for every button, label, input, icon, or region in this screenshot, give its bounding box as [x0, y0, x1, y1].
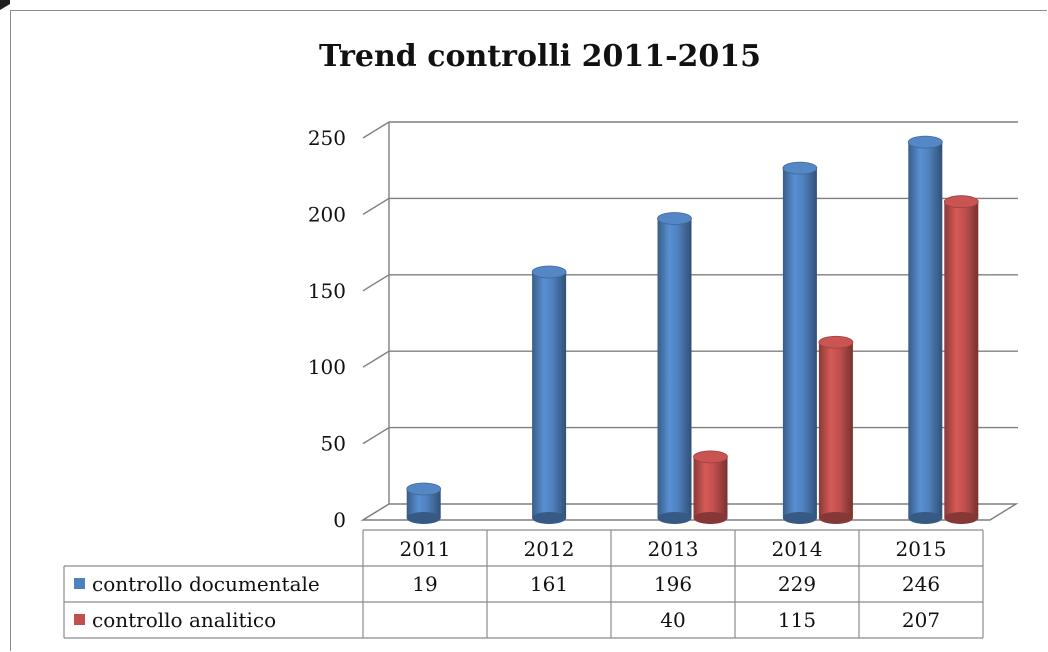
bar-base	[818, 512, 853, 524]
y-tick-label: 250	[308, 126, 346, 150]
data-label: 196	[654, 572, 692, 596]
gridline-depth-150	[362, 274, 390, 292]
data-label: 161	[530, 572, 568, 596]
bar	[406, 482, 442, 524]
data-label: 246	[902, 572, 940, 596]
chart-frame	[10, 10, 1047, 651]
bar-body	[818, 342, 853, 518]
gridline-depth-250	[362, 121, 390, 139]
data-label: 207	[902, 608, 940, 632]
bar-top	[782, 161, 818, 175]
x-tick-label: 2015	[896, 537, 947, 561]
bar-base	[782, 512, 817, 524]
bar	[693, 450, 728, 524]
data-label: 115	[778, 608, 816, 632]
gridline-depth-50	[362, 427, 390, 445]
bars	[406, 135, 979, 524]
y-tick-label: 50	[321, 432, 346, 456]
data-table: 2011 2012 2013 2014 2015 controllo documental…	[63, 529, 984, 639]
bar-top	[657, 212, 692, 225]
y-axis-ticks: 0 50 100 150 200 250	[308, 126, 346, 532]
bar	[531, 265, 567, 524]
bar-top	[907, 135, 943, 149]
gridline-depth-200	[362, 197, 390, 215]
legend-swatch	[74, 578, 85, 589]
bar-top	[406, 482, 442, 496]
x-tick-label: 2011	[400, 537, 451, 561]
x-tick-label: 2012	[524, 537, 575, 561]
legend-swatch	[74, 614, 85, 625]
bar	[657, 212, 692, 524]
bar-top	[693, 450, 728, 464]
data-label: 19	[412, 572, 437, 596]
bar-body	[944, 201, 979, 519]
bar-top	[943, 195, 979, 209]
bar	[907, 135, 943, 524]
bar-base	[532, 512, 567, 524]
y-tick-label: 0	[333, 508, 346, 532]
data-label: 40	[660, 608, 685, 632]
gridline-depth-100	[362, 350, 390, 368]
chart-title: Trend controlli 2011-2015	[319, 39, 761, 74]
bar-body	[693, 456, 728, 518]
bar	[943, 195, 979, 524]
y-tick-label: 150	[308, 279, 346, 303]
bar	[818, 335, 854, 524]
bar-base	[406, 512, 441, 524]
x-tick-label: 2013	[648, 537, 699, 561]
bar-base	[693, 512, 728, 524]
bar-base	[944, 512, 979, 524]
bar-top	[531, 265, 567, 279]
bar-base	[657, 512, 692, 524]
bar-body	[908, 142, 943, 518]
y-tick-label: 100	[308, 355, 346, 379]
bar	[782, 161, 818, 524]
legend-label: controllo documentale	[92, 572, 320, 596]
x-tick-label: 2014	[772, 537, 823, 561]
bar-base	[908, 512, 943, 524]
bar-body	[782, 168, 817, 518]
bar-body	[532, 271, 567, 518]
bar-body	[657, 218, 692, 518]
corner-mark	[0, 0, 10, 10]
data-label: 229	[778, 572, 816, 596]
legend-label: controllo analitico	[92, 608, 276, 632]
y-tick-label: 200	[308, 202, 346, 226]
bar-top	[818, 335, 854, 349]
